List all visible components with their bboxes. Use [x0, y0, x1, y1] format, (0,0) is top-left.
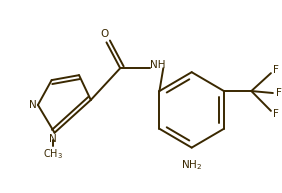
Text: O: O: [100, 30, 109, 39]
Text: F: F: [276, 88, 282, 98]
Text: NH$_2$: NH$_2$: [181, 159, 202, 172]
Text: F: F: [273, 65, 279, 75]
Text: N: N: [29, 100, 37, 110]
Text: F: F: [273, 109, 279, 119]
Text: NH: NH: [150, 60, 165, 70]
Text: CH$_3$: CH$_3$: [43, 148, 63, 162]
Text: N: N: [49, 134, 56, 144]
